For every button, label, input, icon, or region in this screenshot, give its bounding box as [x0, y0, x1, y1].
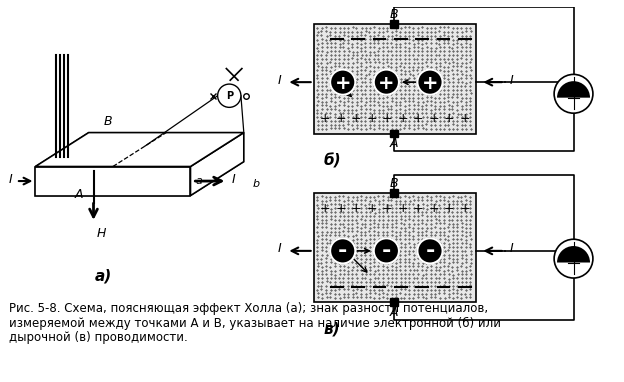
Text: -: -	[382, 241, 391, 261]
Polygon shape	[314, 193, 475, 302]
Text: +: +	[382, 112, 392, 125]
Text: +: +	[351, 112, 362, 125]
Text: +: +	[460, 202, 470, 215]
Text: $H$: $H$	[97, 227, 107, 240]
Text: +: +	[320, 112, 331, 125]
Text: +: +	[320, 202, 331, 215]
Circle shape	[374, 70, 399, 95]
Circle shape	[417, 70, 442, 95]
Text: +: +	[429, 112, 439, 125]
Text: $b$: $b$	[251, 178, 260, 189]
Circle shape	[554, 74, 593, 113]
Circle shape	[330, 70, 355, 95]
Text: $B$: $B$	[389, 177, 399, 190]
Text: $a$: $a$	[195, 176, 203, 186]
Polygon shape	[314, 24, 475, 134]
Text: +: +	[397, 112, 408, 125]
Text: $B$: $B$	[389, 8, 399, 21]
Bar	[390, 189, 398, 197]
Circle shape	[554, 239, 593, 278]
Text: в): в)	[323, 322, 340, 337]
Text: $A$: $A$	[389, 306, 399, 319]
Text: +: +	[382, 202, 392, 215]
Text: дырочной (в) проводимости.: дырочной (в) проводимости.	[9, 331, 188, 344]
Text: $A$: $A$	[389, 138, 399, 151]
Text: $I$: $I$	[277, 74, 283, 87]
Text: Рис. 5-8. Схема, поясняющая эффект Холла (а); знак разности потенциалов,: Рис. 5-8. Схема, поясняющая эффект Холла…	[9, 302, 488, 315]
Text: $I$: $I$	[277, 243, 283, 256]
Text: +: +	[366, 112, 377, 125]
Text: а): а)	[95, 268, 112, 283]
Bar	[390, 20, 398, 28]
Text: +: +	[444, 202, 455, 215]
Text: P: P	[226, 91, 233, 101]
Wedge shape	[557, 246, 590, 262]
Text: +: +	[351, 202, 362, 215]
Text: б): б)	[323, 153, 341, 168]
Bar	[390, 129, 398, 138]
Text: +: +	[336, 112, 346, 125]
Text: $I$: $I$	[232, 173, 236, 186]
Polygon shape	[36, 133, 244, 167]
Circle shape	[218, 84, 241, 107]
Text: +: +	[336, 202, 346, 215]
Text: -: -	[426, 241, 435, 261]
Text: $I$: $I$	[509, 243, 514, 256]
Text: +: +	[444, 112, 455, 125]
Text: измеряемой между точками A и B, указывает на наличие электронной (б) или: измеряемой между точками A и B, указывае…	[9, 317, 501, 330]
Circle shape	[417, 238, 442, 264]
Wedge shape	[557, 81, 590, 98]
Text: +: +	[460, 112, 470, 125]
Polygon shape	[36, 162, 244, 196]
Text: +: +	[413, 112, 424, 125]
Circle shape	[330, 238, 355, 264]
Text: $A$: $A$	[74, 188, 84, 201]
Text: $B$: $B$	[103, 115, 113, 128]
Text: $I$: $I$	[7, 173, 13, 186]
Text: $I$: $I$	[509, 74, 514, 87]
Text: +: +	[397, 202, 408, 215]
Polygon shape	[190, 133, 244, 196]
Text: +: +	[429, 202, 439, 215]
Bar	[390, 298, 398, 306]
Text: +: +	[413, 202, 424, 215]
Polygon shape	[36, 133, 89, 196]
Text: +: +	[378, 74, 394, 92]
Text: +: +	[366, 202, 377, 215]
Text: +: +	[422, 74, 438, 92]
Text: +: +	[334, 74, 351, 92]
Circle shape	[374, 238, 399, 264]
Text: -: -	[338, 241, 348, 261]
Polygon shape	[36, 167, 190, 196]
